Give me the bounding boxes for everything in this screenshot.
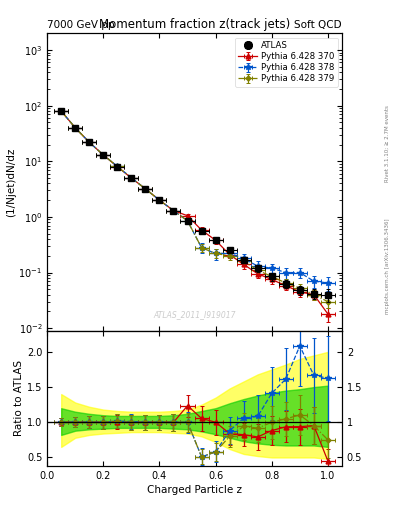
Text: Rivet 3.1.10; ≥ 2.7M events: Rivet 3.1.10; ≥ 2.7M events (385, 105, 389, 182)
Text: ATLAS_2011_I919017: ATLAS_2011_I919017 (153, 310, 236, 319)
Text: Soft QCD: Soft QCD (294, 20, 342, 31)
X-axis label: Charged Particle z: Charged Particle z (147, 485, 242, 495)
Text: 7000 GeV pp: 7000 GeV pp (47, 20, 115, 31)
Title: Momentum fraction z(track jets): Momentum fraction z(track jets) (99, 18, 290, 31)
Text: mcplots.cern.ch [arXiv:1306.3436]: mcplots.cern.ch [arXiv:1306.3436] (385, 219, 389, 314)
Y-axis label: (1/Njet)dN/dz: (1/Njet)dN/dz (6, 147, 16, 217)
Legend: ATLAS, Pythia 6.428 370, Pythia 6.428 378, Pythia 6.428 379: ATLAS, Pythia 6.428 370, Pythia 6.428 37… (235, 37, 338, 87)
Y-axis label: Ratio to ATLAS: Ratio to ATLAS (14, 360, 24, 436)
